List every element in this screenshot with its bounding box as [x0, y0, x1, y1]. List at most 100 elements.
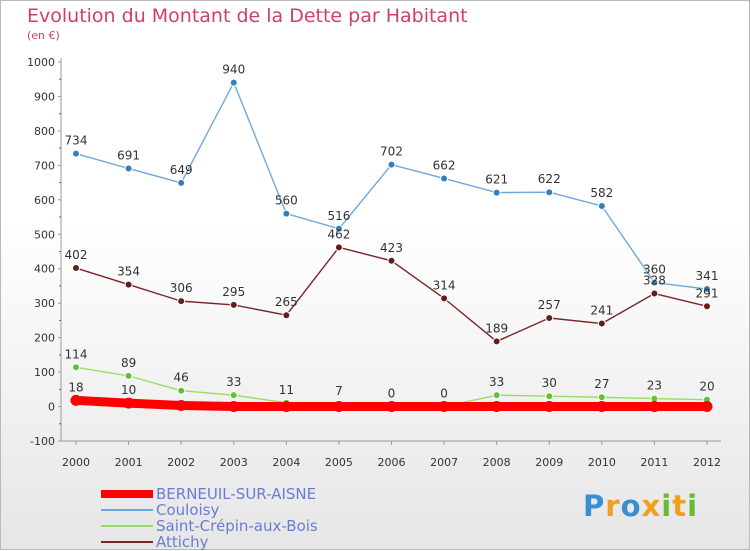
data-label: 314: [433, 278, 456, 292]
data-label: 354: [117, 265, 140, 279]
data-label: 10: [121, 383, 136, 397]
data-label: 341: [696, 269, 719, 283]
x-tick-label: 2000: [62, 456, 90, 469]
data-label: 649: [170, 163, 193, 177]
data-point: [280, 401, 292, 413]
data-point: [650, 278, 659, 287]
y-tick-label: -100: [30, 435, 55, 448]
data-label: 11: [279, 383, 294, 397]
data-label: 734: [65, 134, 88, 148]
legend-label: Saint-Crépin-aux-Bois: [156, 517, 318, 535]
data-label: 940: [222, 63, 245, 77]
logo-letter: P: [583, 489, 606, 523]
y-tick-label: 900: [34, 90, 55, 103]
x-tick-label: 2003: [220, 456, 248, 469]
y-tick-label: 800: [34, 125, 55, 138]
logo-letter: i: [661, 489, 673, 523]
data-label: 23: [647, 379, 662, 393]
data-point: [72, 363, 80, 372]
data-point: [72, 264, 80, 273]
data-label: 30: [542, 376, 557, 390]
x-tick-label: 2011: [640, 456, 668, 469]
data-label: 0: [388, 387, 396, 401]
data-point: [334, 224, 343, 233]
data-point: [229, 78, 238, 87]
data-point: [229, 391, 238, 400]
data-label: 7: [335, 384, 343, 398]
data-label: 20: [699, 380, 714, 394]
data-point: [386, 401, 397, 413]
chart-title: Evolution du Montant de la Dette par Hab…: [27, 5, 468, 27]
data-label: 33: [489, 375, 504, 389]
data-point: [701, 401, 713, 413]
data-label: 46: [174, 371, 189, 385]
y-tick-label: 300: [34, 297, 55, 310]
data-point: [333, 401, 345, 413]
x-tick-label: 2010: [588, 456, 616, 469]
data-label: 662: [433, 158, 456, 172]
data-label: 241: [590, 304, 613, 318]
data-label: 560: [275, 194, 298, 208]
data-point: [491, 401, 503, 413]
data-point: [440, 174, 449, 183]
x-tick-label: 2004: [272, 456, 300, 469]
data-label: 516: [327, 209, 350, 223]
data-point: [703, 302, 711, 311]
x-tick-label: 2001: [115, 456, 143, 469]
data-point: [545, 313, 554, 322]
y-tick-label: 400: [34, 263, 55, 276]
data-label: 691: [117, 148, 140, 162]
data-point: [545, 188, 554, 197]
data-point: [387, 160, 396, 169]
data-point: [282, 209, 291, 218]
data-point: [70, 394, 82, 406]
y-tick-label: 600: [34, 194, 55, 207]
logo-letter: x: [641, 489, 662, 523]
data-point: [545, 392, 554, 401]
data-point: [177, 178, 186, 187]
y-tick-label: 0: [48, 401, 55, 414]
data-point: [543, 401, 555, 413]
data-label: 621: [485, 173, 508, 187]
data-label: 402: [65, 248, 88, 262]
data-point: [597, 393, 606, 402]
data-label: 295: [222, 285, 245, 299]
y-tick-label: 500: [34, 228, 55, 241]
logo-letter: t: [672, 489, 688, 523]
y-tick-label: 700: [34, 159, 55, 172]
data-point: [438, 401, 450, 413]
data-label: 582: [590, 186, 613, 200]
y-tick-label: 100: [34, 366, 55, 379]
x-tick-label: 2006: [378, 456, 406, 469]
logo-letter: r: [605, 489, 621, 523]
x-tick-label: 2008: [483, 456, 511, 469]
data-label: 265: [275, 295, 298, 309]
data-point: [597, 319, 606, 328]
data-point: [72, 149, 80, 158]
legend-swatch: [101, 490, 153, 498]
data-label: 622: [538, 172, 561, 186]
data-label: 114: [65, 347, 88, 361]
data-point: [648, 401, 660, 413]
data-point: [492, 188, 501, 197]
data-label: 423: [380, 241, 403, 255]
data-label: 360: [643, 263, 666, 277]
x-tick-label: 2002: [167, 456, 195, 469]
data-label: 257: [538, 298, 561, 312]
data-point: [703, 285, 711, 294]
data-label: 33: [226, 375, 241, 389]
data-point: [650, 289, 659, 298]
legend-swatch: [101, 509, 153, 511]
data-point: [124, 371, 133, 380]
data-point: [228, 401, 240, 413]
y-tick-label: 1000: [27, 56, 55, 69]
legend-swatch: [101, 541, 153, 543]
x-tick-label: 2012: [693, 456, 721, 469]
data-point: [177, 386, 186, 395]
x-tick-label: 2007: [430, 456, 458, 469]
x-tick-label: 2009: [535, 456, 563, 469]
data-point: [123, 397, 135, 409]
data-label: 18: [68, 380, 83, 394]
